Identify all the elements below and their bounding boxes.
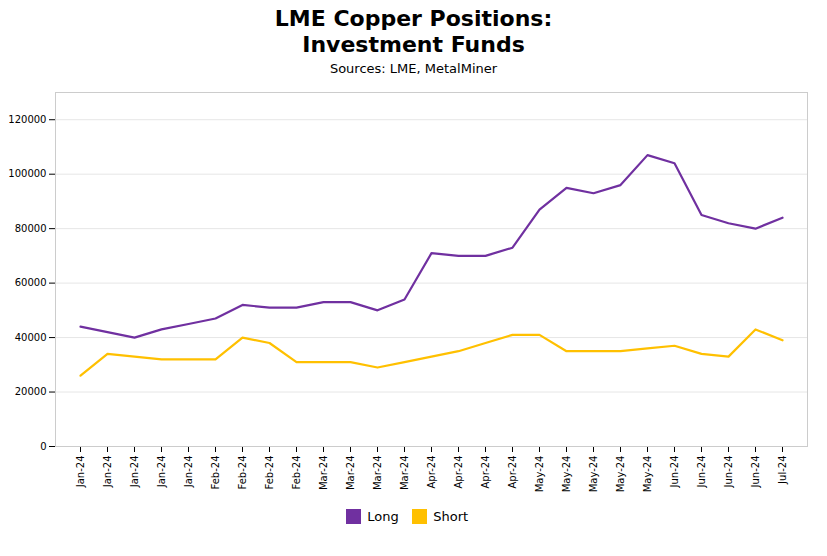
- svg-text:May-24: May-24: [615, 455, 626, 492]
- svg-text:Jun-24: Jun-24: [669, 455, 680, 488]
- svg-text:Feb-24: Feb-24: [264, 455, 275, 489]
- html-text:LME Copper Positions:: LME Copper Positions:: [274, 6, 553, 31]
- svg-text:60000: 60000: [15, 277, 47, 288]
- svg-text:40000: 40000: [15, 331, 47, 342]
- svg-text:May-24: May-24: [561, 455, 572, 492]
- svg-text:Jun-24: Jun-24: [750, 455, 761, 488]
- svg-text:Jun-24: Jun-24: [723, 455, 734, 488]
- svg-text:May-24: May-24: [642, 455, 653, 492]
- svg-text:Jan-24: Jan-24: [129, 455, 140, 488]
- svg-text:0: 0: [40, 440, 46, 451]
- svg-text:Jan-24: Jan-24: [75, 455, 86, 488]
- svg-text:May-24: May-24: [534, 455, 545, 492]
- svg-text:Feb-24: Feb-24: [210, 455, 221, 489]
- html-text:Short: Short: [433, 508, 469, 524]
- svg-text:Apr-24: Apr-24: [426, 455, 437, 488]
- html-text:Sources: LME, MetalMiner: Sources: LME, MetalMiner: [329, 60, 498, 76]
- svg-text:Jan-24: Jan-24: [156, 455, 167, 488]
- svg-text:May-24: May-24: [588, 455, 599, 492]
- svg-text:80000: 80000: [15, 223, 47, 234]
- svg-text:120000: 120000: [8, 114, 46, 125]
- svg-text:Feb-24: Feb-24: [291, 455, 302, 489]
- svg-text:Jan-24: Jan-24: [102, 455, 113, 488]
- html-text:Investment Funds: Investment Funds: [302, 32, 525, 58]
- svg-text:Jun-24: Jun-24: [696, 455, 707, 488]
- svg-text:Apr-24: Apr-24: [453, 455, 464, 488]
- html-text:Long: Long: [367, 508, 399, 524]
- svg-text:Feb-24: Feb-24: [237, 455, 248, 489]
- svg-text:Mar-24: Mar-24: [345, 455, 356, 490]
- svg-text:Jul-24: Jul-24: [777, 455, 788, 484]
- svg-text:Apr-24: Apr-24: [507, 455, 518, 488]
- svg-text:Mar-24: Mar-24: [318, 455, 329, 490]
- svg-text:Jan-24: Jan-24: [183, 455, 194, 488]
- svg-text:Apr-24: Apr-24: [480, 455, 491, 488]
- svg-text:Mar-24: Mar-24: [372, 455, 383, 490]
- svg-text:Mar-24: Mar-24: [399, 455, 410, 490]
- svg-text:100000: 100000: [8, 168, 46, 179]
- svg-text:20000: 20000: [15, 386, 47, 397]
